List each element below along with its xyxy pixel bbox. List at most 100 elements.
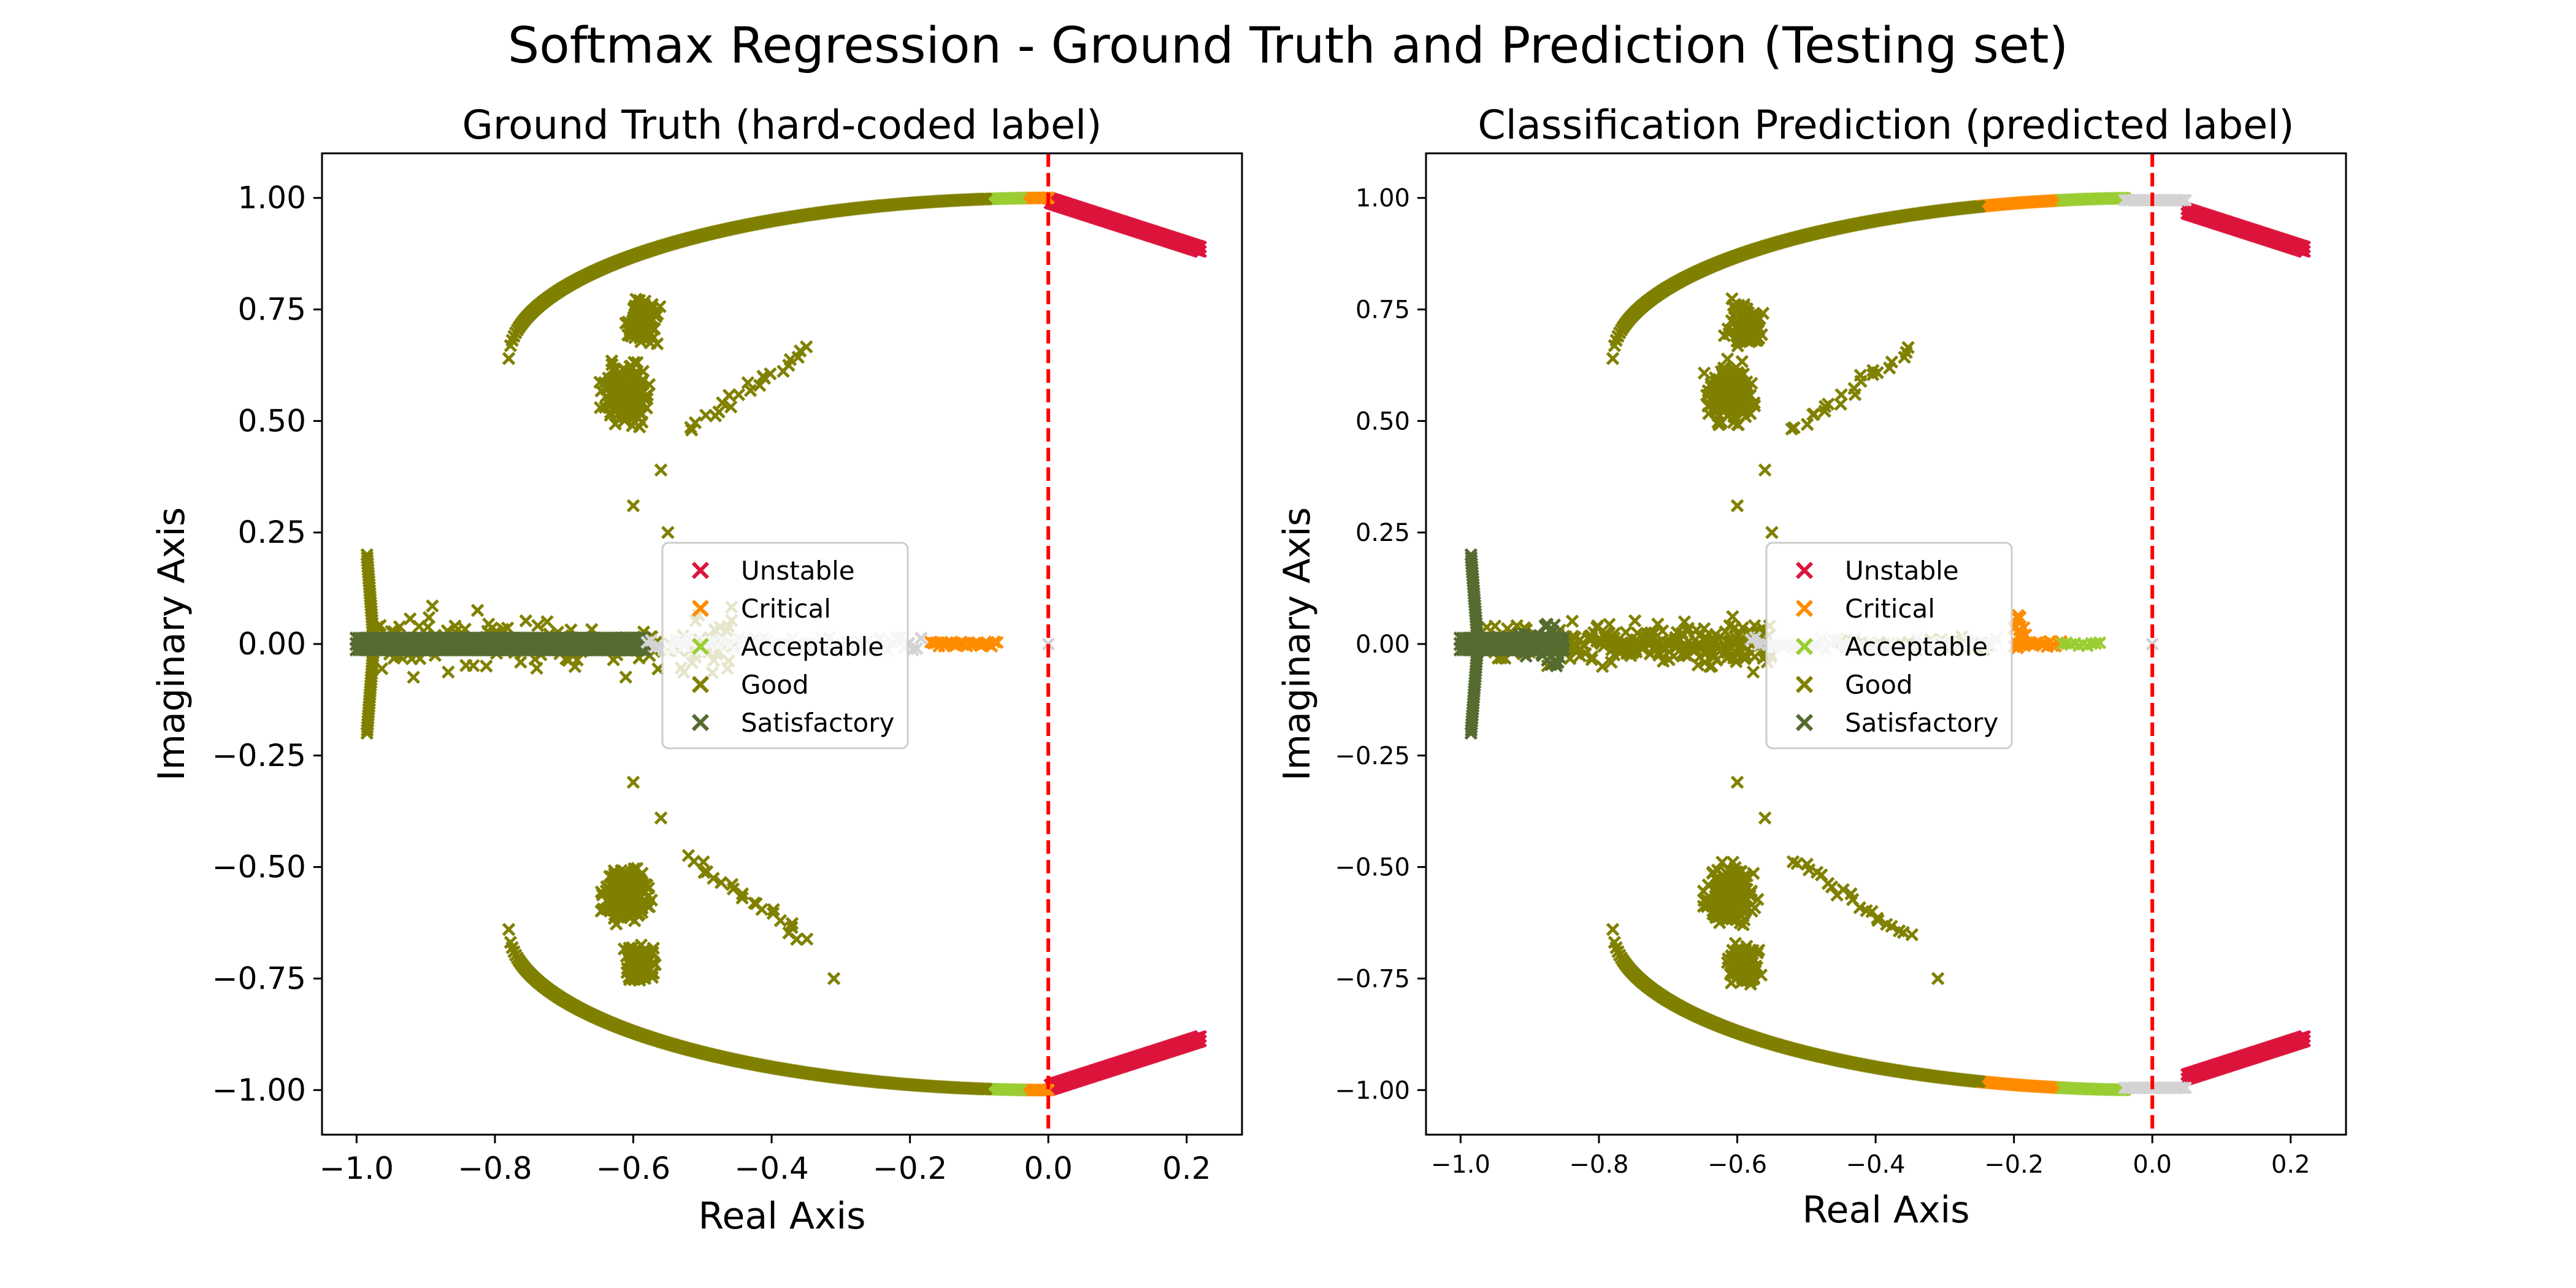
marker xyxy=(2019,628,2033,642)
marker xyxy=(360,548,374,562)
marker xyxy=(1691,658,1705,672)
marker xyxy=(1549,627,1563,642)
marker xyxy=(2298,240,2312,254)
marker xyxy=(1194,240,1208,254)
marker xyxy=(638,294,652,308)
legend-label-good: Good xyxy=(1845,670,1913,700)
marker xyxy=(530,661,543,675)
marker xyxy=(684,423,699,437)
legend-marker-good xyxy=(691,675,710,694)
marker xyxy=(1723,619,1736,632)
marker xyxy=(1807,407,1821,421)
marker xyxy=(1741,388,1754,402)
marker xyxy=(654,811,668,825)
x-tick-label: −0.6 xyxy=(1708,1151,1767,1179)
y-tick-label: −1.00 xyxy=(1335,1076,1410,1105)
marker xyxy=(1931,972,1945,986)
panel-title: Classification Prediction (predicted lab… xyxy=(1478,102,2294,148)
marker xyxy=(1834,388,1848,402)
marker xyxy=(1753,312,1766,326)
y-tick-label: 0.25 xyxy=(1355,519,1410,547)
y-tick-label: 0.75 xyxy=(238,292,306,328)
marker xyxy=(1725,949,1739,962)
marker xyxy=(648,640,662,654)
marker xyxy=(648,958,662,972)
x-tick-label: −0.6 xyxy=(596,1151,670,1186)
marker xyxy=(773,914,788,927)
marker xyxy=(799,340,813,354)
marker xyxy=(2176,1081,2190,1095)
y-tick-label: −0.75 xyxy=(1335,965,1410,993)
marker xyxy=(1551,656,1565,669)
marker xyxy=(1800,418,1814,431)
x-tick-label: −0.8 xyxy=(1569,1151,1628,1179)
series-unstable xyxy=(2180,202,2312,1086)
marker xyxy=(1785,422,1799,436)
y-tick-label: −1.00 xyxy=(212,1072,306,1108)
marker xyxy=(593,401,607,415)
marker xyxy=(626,907,640,921)
marker xyxy=(1587,626,1601,640)
marker xyxy=(421,620,435,634)
marker xyxy=(990,635,1004,650)
series-satisfactory xyxy=(1453,548,1571,740)
marker xyxy=(627,313,641,328)
marker xyxy=(1853,369,1868,382)
legend-marker-critical xyxy=(691,599,710,618)
marker xyxy=(1604,637,1618,651)
marker xyxy=(1972,199,1987,213)
marker xyxy=(502,351,516,366)
marker xyxy=(2088,637,2103,650)
marker xyxy=(1721,322,1735,336)
y-tick-label: −0.75 xyxy=(212,960,306,996)
marker xyxy=(633,406,646,420)
y-tick-label: 0.50 xyxy=(238,403,306,439)
marker xyxy=(1689,643,1703,657)
x-tick-label: 0.0 xyxy=(1024,1151,1073,1186)
marker xyxy=(514,655,527,669)
marker xyxy=(1871,911,1884,925)
plot-area xyxy=(349,153,1208,1135)
marker xyxy=(1697,622,1711,635)
marker xyxy=(1481,637,1495,651)
x-tick-label: 0.2 xyxy=(1162,1151,1211,1186)
marker xyxy=(1662,653,1676,667)
marker xyxy=(1595,659,1609,673)
marker xyxy=(712,405,726,419)
marker xyxy=(645,634,658,647)
prediction-panel: Classification Prediction (predicted lab… xyxy=(1276,102,2347,1232)
marker xyxy=(1677,615,1692,629)
marker xyxy=(619,407,633,421)
marker xyxy=(1733,943,1747,957)
marker xyxy=(743,383,757,397)
marker xyxy=(540,615,554,629)
legend-marker-unstable xyxy=(691,561,710,580)
marker xyxy=(608,363,621,377)
marker xyxy=(790,932,803,946)
marker xyxy=(1194,1034,1208,1048)
marker xyxy=(1628,614,1642,627)
legend-marker-good xyxy=(1795,675,1814,694)
series-critical xyxy=(924,191,1055,1097)
y-tick-label: 1.00 xyxy=(238,180,306,216)
marker xyxy=(1464,551,1478,565)
legend-marker-satisfactory xyxy=(691,713,710,732)
marker xyxy=(1194,245,1208,258)
marker xyxy=(1727,390,1741,404)
marker xyxy=(1568,642,1582,656)
marker xyxy=(631,962,645,976)
marker xyxy=(1715,378,1729,393)
marker xyxy=(642,889,656,902)
marker xyxy=(979,192,993,206)
marker xyxy=(1853,901,1866,914)
marker xyxy=(1697,366,1711,380)
marker xyxy=(626,499,640,513)
marker xyxy=(1681,621,1695,635)
marker xyxy=(1606,922,1620,937)
marker xyxy=(1747,619,1761,632)
marker xyxy=(2179,193,2193,207)
marker xyxy=(1740,869,1754,883)
marker xyxy=(1727,415,1741,429)
y-tick-label: 0.75 xyxy=(1355,296,1410,324)
marker xyxy=(707,872,720,885)
